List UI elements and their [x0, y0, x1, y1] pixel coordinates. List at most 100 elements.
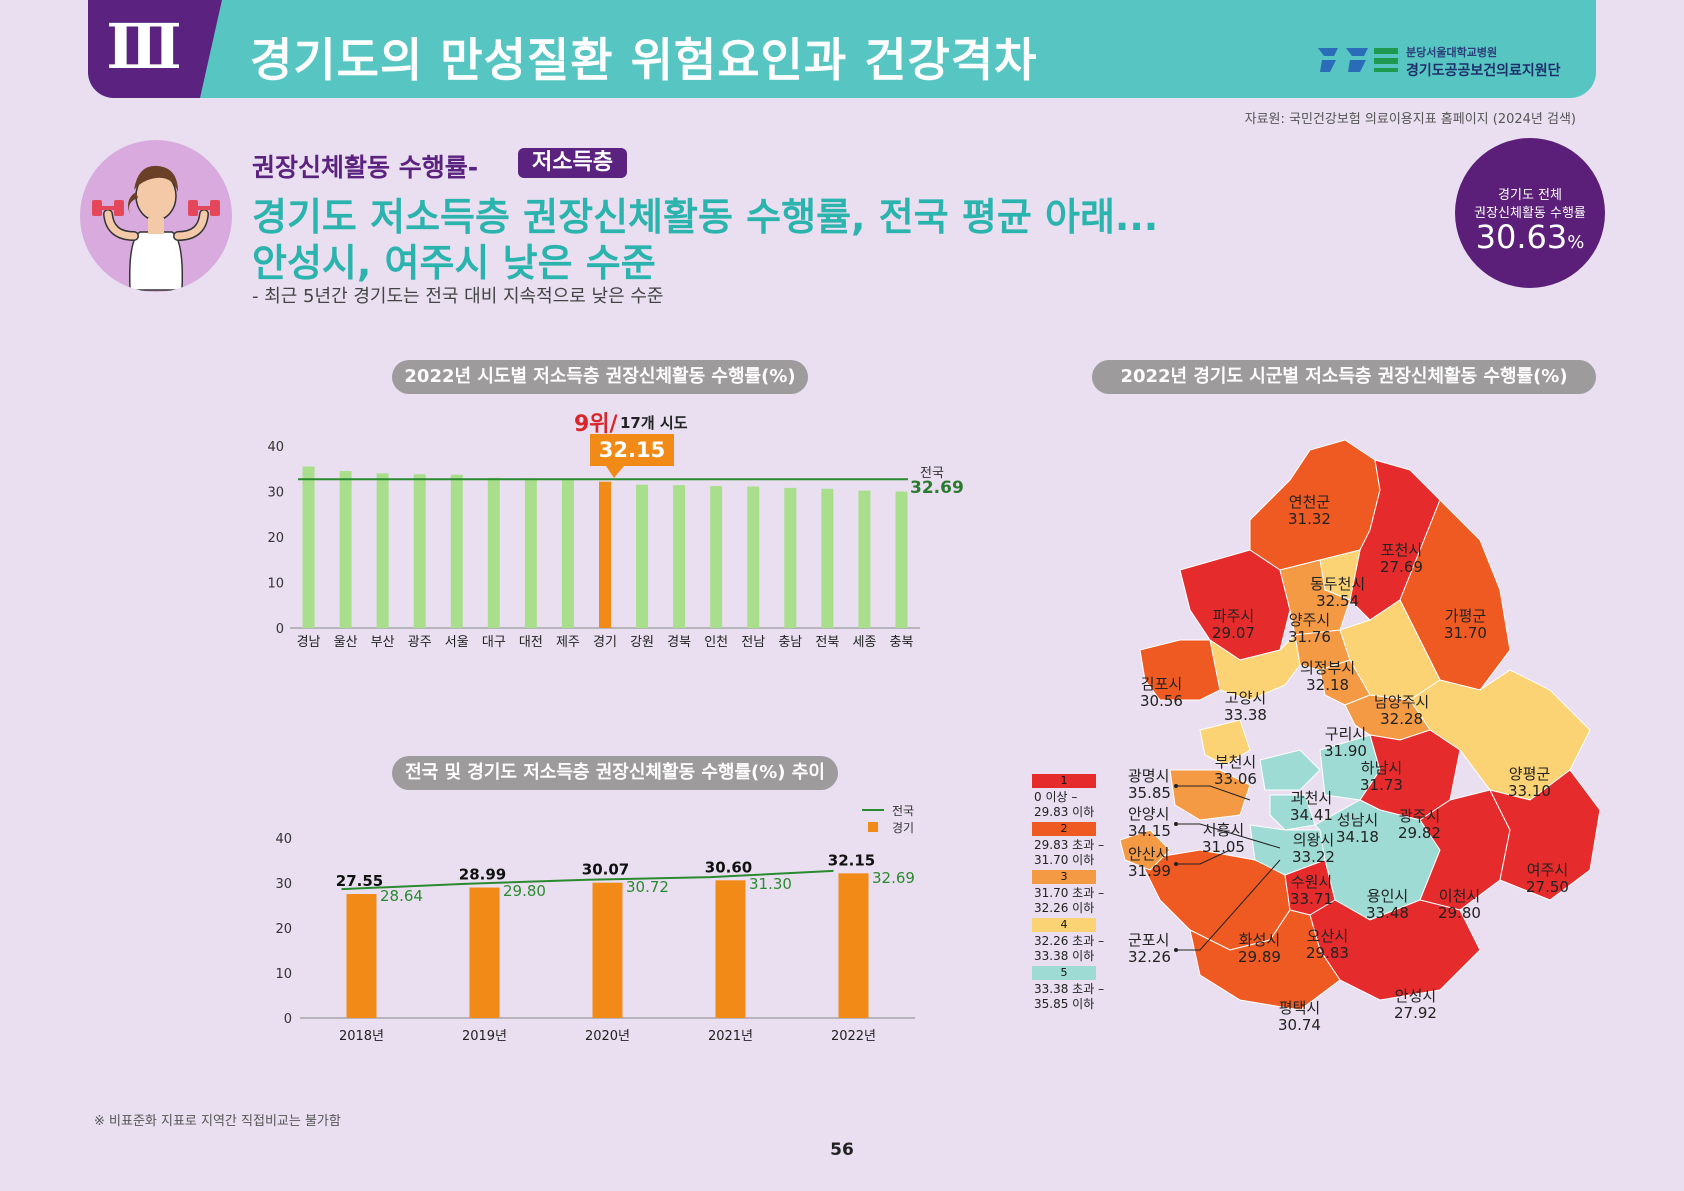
- leader-dot: [1174, 948, 1178, 952]
- gyeonggi-callout: 32.15: [590, 434, 674, 478]
- map-region-gwacheon: [1259, 749, 1321, 791]
- map-region-siheung: [1169, 769, 1251, 821]
- bar-세종: [858, 490, 871, 628]
- bar-gyeonggi-2019년: [469, 887, 500, 1018]
- legend-range-5b: 35.85 이하: [1034, 997, 1095, 1011]
- province-chart-title: 2022년 시도별 저소득층 권장신체활동 수행률(%): [392, 360, 808, 394]
- headline-line2: 안성시, 여주시 낮은 수준: [252, 241, 656, 285]
- province-bar-chart: 0 10 20 30 40 경남 울산 부산 광주 서울 대구 대전 제주 경기 강원 경북 인천 전남 충남 전북 세…: [267, 440, 920, 650]
- source-note: 자료원: 국민건강보험 의료이용지표 홈페이지 (2024년 검색): [1244, 112, 1576, 127]
- map-label: 성남시 34.18: [1336, 811, 1379, 846]
- map-label: 광주시 29.82: [1398, 807, 1441, 842]
- bar-gyeonggi-2020년: [592, 882, 623, 1018]
- map-label: 여주시 27.50: [1526, 861, 1569, 896]
- leader-dot: [1174, 822, 1178, 826]
- national-value-label: 30.72: [626, 878, 669, 896]
- map-label: 동두천시 32.54: [1310, 575, 1366, 610]
- map-label: 안성시 27.92: [1394, 987, 1437, 1022]
- map-label: 이천시 29.80: [1438, 887, 1481, 922]
- y-tick-label: 10: [275, 967, 292, 982]
- x-tick-label: 경북: [667, 635, 691, 650]
- x-tick-label: 충남: [778, 635, 802, 650]
- gyeonggi-value-label: 27.55: [336, 872, 383, 890]
- x-tick-label: 울산: [334, 635, 358, 650]
- bar-대구: [487, 477, 500, 628]
- logo-text-agency: 경기도공공보건의료지원단: [1406, 63, 1561, 79]
- legend-range-2a: 29.83 초과 –: [1034, 838, 1105, 852]
- bar-강원: [636, 484, 649, 628]
- bar-울산: [339, 471, 352, 628]
- map-label: 의왕시 33.22: [1292, 831, 1335, 866]
- map-region-gimpo: [1139, 639, 1221, 701]
- national-line-value: 32.69: [910, 478, 964, 498]
- trend-chart-title: 전국 및 경기도 저소득층 권장신체활동 수행률(%) 추이: [392, 756, 838, 790]
- y-tick-label: 40: [267, 440, 284, 455]
- bar-충북: [895, 491, 908, 628]
- leader-dot: [1174, 862, 1178, 866]
- bar-경남: [302, 466, 315, 628]
- y-tick-label: 0: [284, 1012, 292, 1027]
- map-label: 남양주시 32.28: [1374, 693, 1430, 728]
- gyeonggi-map: [1120, 439, 1601, 1011]
- side-label-anyang: 안양시 34.15: [1128, 805, 1171, 840]
- bar-gyeonggi-2018년: [346, 894, 377, 1018]
- gyeonggi-value-label: 32.15: [828, 851, 875, 869]
- map-label: 의정부시 32.18: [1300, 659, 1356, 694]
- page-title: 경기도의 만성질환 위험요인과 건강격차: [250, 33, 1038, 87]
- x-tick-label: 광주: [408, 635, 432, 650]
- legend-range-4a: 32.26 초과 –: [1034, 934, 1105, 948]
- bar-경북: [673, 485, 686, 628]
- map-label: 하남시 31.73: [1360, 759, 1403, 794]
- map-label: 양주시 31.76: [1288, 611, 1331, 646]
- map-label: 가평군 31.70: [1444, 607, 1487, 642]
- map-region-yangju: [1279, 559, 1351, 636]
- y-tick-label: 10: [267, 577, 284, 592]
- x-tick-label: 부산: [371, 635, 395, 650]
- subline: - 최근 5년간 경기도는 전국 대비 지속적으로 낮은 수준: [252, 286, 664, 307]
- map-label: 파주시 29.07: [1212, 607, 1255, 642]
- map-label: 연천군 31.32: [1288, 493, 1331, 528]
- x-tick-label: 2022년: [831, 1029, 876, 1044]
- header-bar: [88, 0, 1596, 98]
- map-region-ansan: [1120, 829, 1171, 871]
- leader-line: [1176, 785, 1251, 801]
- x-tick-label: 2019년: [462, 1029, 507, 1044]
- side-label-gwangmyeong: 광명시 35.85: [1128, 767, 1171, 802]
- side-label-ansan: 안산시 31.99: [1128, 845, 1171, 880]
- map-label: 과천시 34.41: [1290, 789, 1333, 824]
- side-label-gunpo: 군포시 32.26: [1128, 931, 1171, 966]
- legend-bar-swatch: [868, 822, 878, 832]
- map-label: 부천시 33.06: [1214, 753, 1257, 788]
- bar-경기: [599, 481, 611, 628]
- total-rate-badge: 경기도 전체 권장신체활동 수행률 30.63%: [1455, 138, 1605, 288]
- woman-dumbbell-icon: [92, 165, 220, 291]
- hospital-logo-icon: [1318, 48, 1398, 72]
- national-value-label: 32.69: [872, 869, 915, 887]
- x-tick-label: 강원: [630, 635, 654, 650]
- headline-line1: 경기도 저소득층 권장신체활동 수행률, 전국 평균 아래...: [252, 195, 1159, 239]
- legend-class-4: 4: [1032, 918, 1096, 932]
- total-number: 30.63: [1475, 218, 1568, 256]
- leader-line: [1176, 849, 1231, 865]
- national-line-label: 전국: [920, 466, 944, 481]
- x-tick-label: 2018년: [339, 1029, 384, 1044]
- map-label: 고양시 33.38: [1224, 689, 1267, 724]
- map-label: 김포시 30.56: [1140, 675, 1183, 710]
- legend-class-1: 1: [1032, 774, 1096, 788]
- footnote: ※ 비표준화 지표로 지역간 직접비교는 불가함: [94, 1114, 341, 1129]
- national-value-label: 29.80: [503, 882, 546, 900]
- y-tick-label: 20: [275, 922, 292, 937]
- bar-서울: [450, 474, 463, 628]
- bar-전북: [821, 488, 834, 628]
- page-number: 56: [830, 1140, 854, 1160]
- x-tick-label: 제주: [556, 635, 580, 650]
- national-trend-line: [341, 869, 834, 891]
- x-tick-label: 세종: [852, 635, 876, 650]
- gyeonggi-value-label: 30.60: [705, 858, 752, 876]
- y-tick-label: 30: [275, 877, 292, 892]
- bar-제주: [561, 479, 574, 628]
- x-tick-label: 2021년: [708, 1029, 753, 1044]
- legend-label-gyeonggi: 경기: [892, 821, 914, 835]
- rank-label: 9위/: [574, 412, 618, 437]
- total-label-line2: 권장신체활동 수행률: [1474, 206, 1586, 221]
